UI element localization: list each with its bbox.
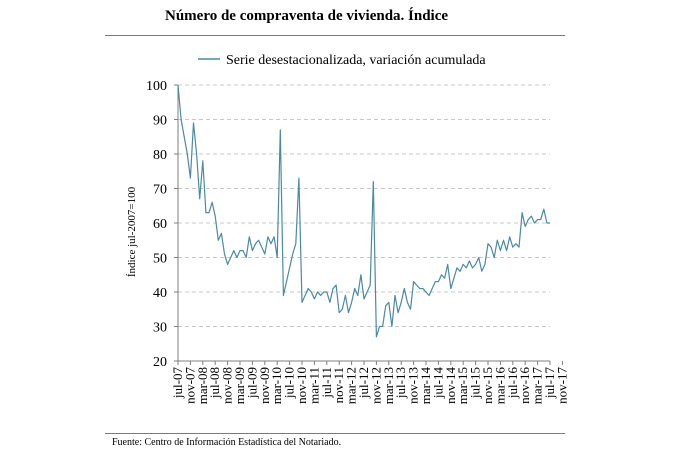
y-tick-labels: 20 30 40 50 60 70 80 90 100 bbox=[146, 79, 167, 370]
x-tick-label: mar-16 bbox=[492, 367, 507, 405]
x-tick-label: jul-07 bbox=[170, 367, 185, 400]
x-tick-label: mar-13 bbox=[381, 367, 396, 404]
y-tick-label: 30 bbox=[153, 321, 167, 336]
y-tick-label: 100 bbox=[146, 79, 167, 94]
x-tick-label: mar-17 bbox=[530, 367, 545, 405]
x-tick-label: mar-14 bbox=[418, 367, 433, 405]
bottom-divider bbox=[105, 433, 565, 434]
x-tick-label: nov-11 bbox=[331, 367, 346, 403]
x-tick-label: nov-12 bbox=[368, 367, 383, 404]
x-tick-label: jul-08 bbox=[207, 367, 222, 399]
x-tick-label: mar-10 bbox=[269, 367, 284, 404]
legend: Serie desestacionalizada, variación acum… bbox=[198, 53, 486, 68]
y-tick-label: 20 bbox=[153, 355, 167, 370]
x-tick-label: nov-16 bbox=[517, 367, 532, 404]
x-tick-label: jul-10 bbox=[282, 367, 297, 399]
x-tick-label: mar-11 bbox=[306, 367, 321, 404]
x-tick-label: nov-14 bbox=[443, 367, 458, 404]
source-note: Fuente: Centro de Información Estadístic… bbox=[112, 437, 342, 448]
y-axis-label: Índice jul-2007=100 bbox=[126, 186, 138, 277]
x-tick-label: nov-13 bbox=[406, 367, 421, 404]
x-tick-label: mar-12 bbox=[344, 367, 359, 404]
x-tick-label: jul-14 bbox=[430, 367, 445, 400]
y-tick-label: 50 bbox=[153, 252, 167, 267]
legend-label: Serie desestacionalizada, variación acum… bbox=[226, 53, 486, 68]
y-tick-label: 80 bbox=[153, 148, 167, 163]
x-tick-label: nov-07 bbox=[182, 367, 197, 404]
x-tick-label: jul-16 bbox=[505, 367, 520, 400]
x-tick-label: mar-09 bbox=[232, 367, 247, 404]
y-tick-label: 70 bbox=[153, 183, 167, 198]
x-tick-label: jul-09 bbox=[244, 367, 259, 399]
x-tick-label: nov-09 bbox=[257, 367, 272, 404]
x-tick-label: nov-08 bbox=[220, 367, 235, 404]
x-tick-label: nov-17 bbox=[554, 367, 569, 404]
y-tick-label: 60 bbox=[153, 217, 167, 232]
x-tick-label: jul-13 bbox=[393, 367, 408, 399]
x-tick-label: nov-15 bbox=[480, 367, 495, 404]
chart-title: Número de compraventa de vivienda. Índic… bbox=[165, 8, 449, 24]
top-divider bbox=[105, 35, 565, 36]
x-tick-label: nov-10 bbox=[294, 367, 309, 404]
series-lines bbox=[177, 84, 550, 338]
x-tick-label: jul-12 bbox=[356, 367, 371, 399]
x-tick-label: jul-11 bbox=[319, 367, 334, 399]
x-tick-label: mar-15 bbox=[455, 367, 470, 404]
grid-lines bbox=[178, 84, 550, 327]
axes bbox=[174, 84, 563, 365]
x-tick-label: mar-08 bbox=[195, 367, 210, 404]
y-tick-label: 90 bbox=[153, 114, 167, 129]
series-line bbox=[177, 84, 550, 338]
x-tick-label: jul-17 bbox=[542, 367, 557, 400]
x-tick-labels: jul-07nov-07mar-08jul-08nov-08mar-09jul-… bbox=[170, 367, 569, 405]
x-tick-label: jul-15 bbox=[468, 367, 483, 399]
y-tick-label: 40 bbox=[153, 286, 167, 301]
